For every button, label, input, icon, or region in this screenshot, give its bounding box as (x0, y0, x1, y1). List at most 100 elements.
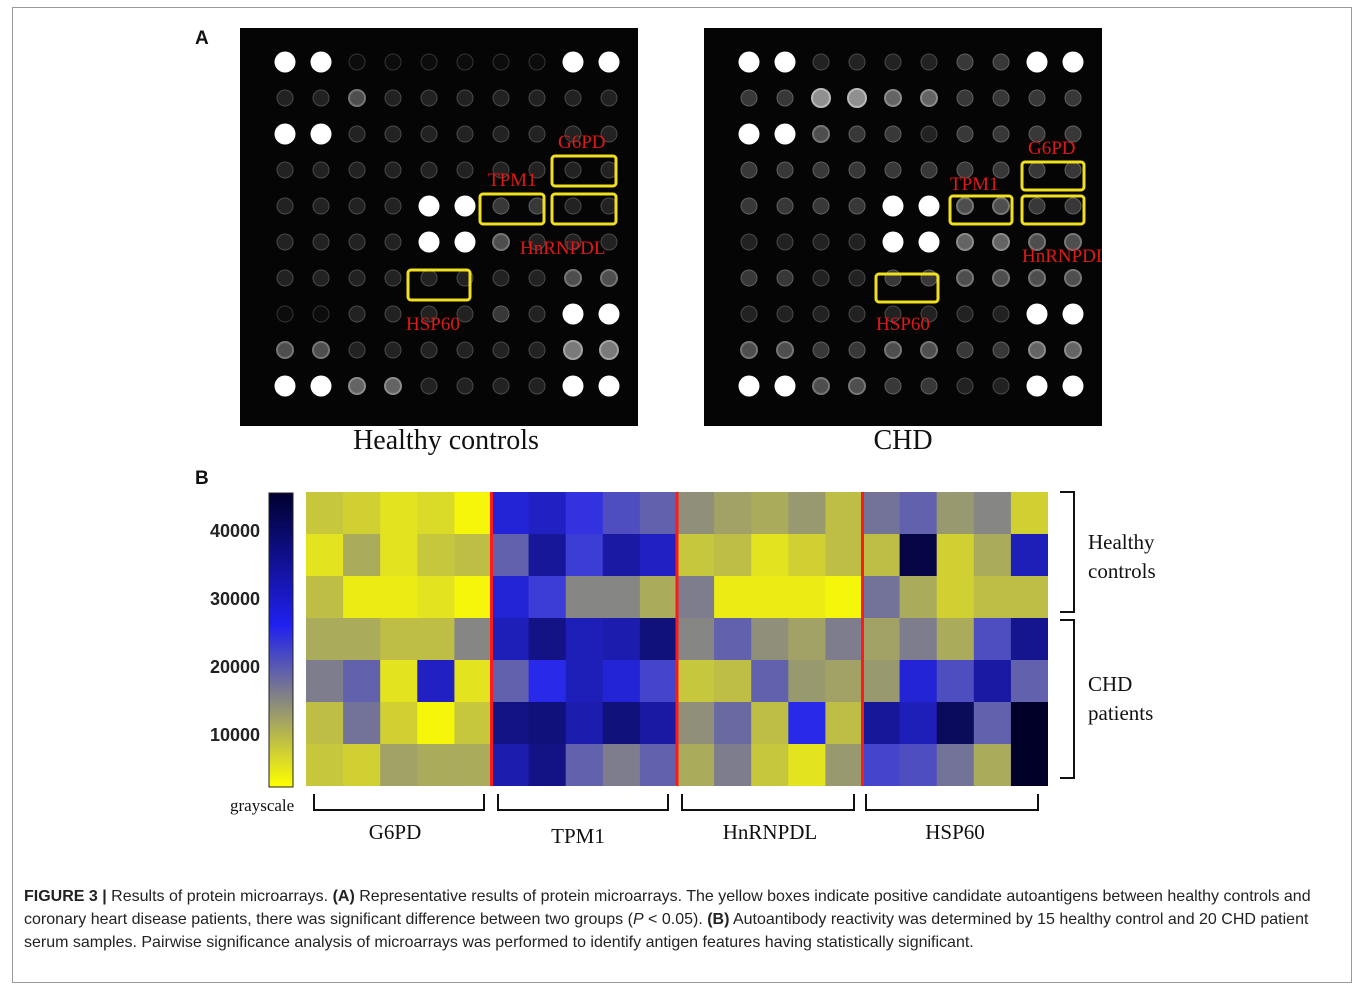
array-spot (384, 305, 402, 323)
array-spot (956, 89, 974, 107)
array-spot (738, 51, 760, 73)
row-group-line: patients (1088, 701, 1154, 725)
array-spot (420, 305, 438, 323)
heatmap-cell (306, 660, 344, 703)
array-spot (774, 123, 796, 145)
heatmap-cell (454, 492, 492, 535)
heatmap-cell (417, 576, 455, 619)
heatmap-cell (862, 534, 901, 577)
array-spot (1026, 51, 1048, 73)
heatmap-cell (602, 534, 641, 577)
heatmap-cell (306, 618, 344, 661)
array-spot (420, 377, 438, 395)
array-spot (1064, 197, 1082, 215)
heatmap-cell (602, 492, 641, 535)
heatmap-cell (1010, 744, 1048, 786)
array-spot (776, 305, 794, 323)
heatmap-cell (528, 660, 567, 703)
array-spot (456, 125, 474, 143)
array-spot (600, 269, 618, 287)
heatmap-cell (825, 744, 863, 786)
array-spot (384, 269, 402, 287)
candidate-box (1020, 160, 1086, 192)
caption-b-label: (B) (707, 911, 730, 928)
heatmap-cell (751, 492, 789, 535)
column-group-brackets (313, 794, 1039, 811)
array-spot (812, 161, 830, 179)
array-spot (884, 305, 902, 323)
candidate-box (1020, 194, 1086, 226)
heatmap-cell (491, 618, 530, 661)
group-label-hnrnpdl: HnRNPDL (722, 820, 818, 844)
array-spot (599, 340, 619, 360)
array-spot (992, 53, 1010, 71)
array-spot (456, 161, 474, 179)
heatmap-cell (380, 744, 418, 786)
array-spot (600, 125, 618, 143)
heatmap-cell (751, 576, 789, 619)
heatmap-cell (491, 702, 530, 745)
array-spot (348, 125, 366, 143)
array-spot (456, 53, 474, 71)
array-spot (884, 269, 902, 287)
heatmap-cell (825, 618, 863, 661)
heatmap-cell (491, 744, 530, 786)
heatmap-cell (751, 744, 789, 786)
array-spot (420, 89, 438, 107)
heatmap-cell (306, 702, 344, 745)
candidate-label: TPM1 (950, 174, 999, 195)
array-spot (848, 197, 866, 215)
heatmap-cell (602, 660, 641, 703)
array-spot (956, 125, 974, 143)
array-spot (384, 377, 402, 395)
array-spot (492, 269, 510, 287)
candidate-box (550, 154, 618, 188)
array-spot (598, 375, 620, 397)
array-spot (884, 341, 902, 359)
caption-a-text: Representative results of protein microa… (24, 888, 1311, 928)
array-spot (492, 305, 510, 323)
array-spot (992, 161, 1010, 179)
heatmap-cell (454, 744, 492, 786)
array-spot (812, 125, 830, 143)
heatmap-cell (306, 534, 344, 577)
heatmap-cell (491, 660, 530, 703)
heatmap-cell (380, 492, 418, 535)
array-spot (884, 161, 902, 179)
candidate-box (478, 192, 546, 226)
array-spot (992, 377, 1010, 395)
array-spot (740, 89, 758, 107)
heatmap-cell (639, 534, 678, 577)
heatmap-cell (1010, 660, 1048, 703)
array-spot (274, 51, 296, 73)
array-spot (348, 269, 366, 287)
heatmap-cell (973, 492, 1012, 535)
heatmap-cell (751, 702, 789, 745)
heatmap-cell (565, 702, 604, 745)
array-spot (384, 197, 402, 215)
array-spot (418, 231, 440, 253)
array-spot (420, 269, 438, 287)
array-spot (562, 375, 584, 397)
heatmap-cell (380, 702, 418, 745)
array-spot (274, 123, 296, 145)
array-spot (1026, 375, 1048, 397)
heatmap-cell (936, 492, 975, 535)
heatmap-cell (1010, 492, 1048, 535)
heatmap-cell (602, 576, 641, 619)
array-spot (882, 195, 904, 217)
heatmap-cell (454, 534, 492, 577)
array-spot (848, 161, 866, 179)
heatmap-cell (639, 660, 678, 703)
array-spot (492, 341, 510, 359)
array-spot (956, 161, 974, 179)
heatmap-cell (936, 576, 975, 619)
heatmap-cell (677, 492, 715, 535)
array-spot (992, 125, 1010, 143)
array-spot (1028, 89, 1046, 107)
array-spot (920, 341, 938, 359)
array-spot (774, 375, 796, 397)
heatmap-cell (899, 744, 938, 786)
heatmap-cell (899, 702, 938, 745)
array-spot (384, 53, 402, 71)
